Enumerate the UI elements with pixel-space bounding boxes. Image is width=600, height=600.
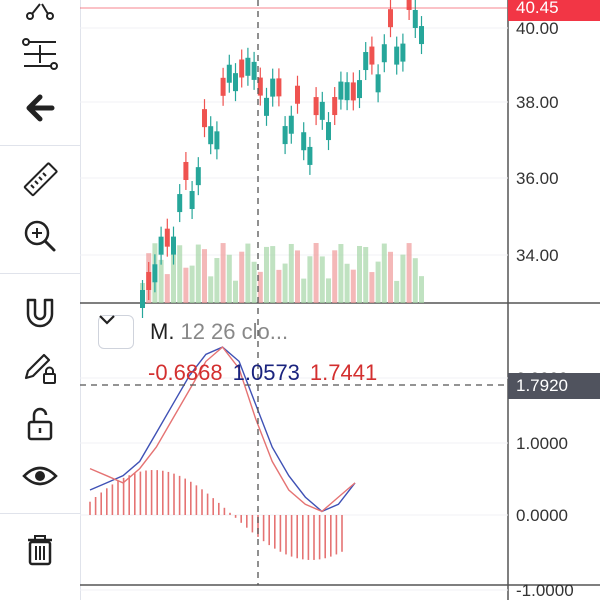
legend-collapse-button[interactable] [98, 315, 134, 349]
zoom-in-icon [24, 220, 56, 252]
indicator-name[interactable]: M. [150, 319, 175, 344]
indicator-axis-label: 1.0000 [516, 434, 568, 453]
signal-line [89, 346, 356, 513]
price-axis-label: 34.00 [516, 246, 559, 265]
unlock-icon [27, 407, 53, 441]
measure-tool[interactable] [0, 150, 80, 210]
eye-icon [22, 466, 58, 486]
indicator-params[interactable]: 12 26 clo... [180, 319, 289, 344]
magnet-tool[interactable] [0, 282, 80, 342]
signal-value: 1.0573 [232, 360, 300, 385]
remove-drawings-tool[interactable] [0, 520, 80, 580]
indicator-axis-label: 0.0000 [516, 506, 568, 525]
lock-drawings-tool[interactable] [0, 338, 80, 398]
candlesticks [140, 0, 424, 318]
macd-histogram [89, 470, 343, 560]
trend-line-tool[interactable] [0, 0, 80, 38]
visibility-tool[interactable] [0, 446, 80, 506]
ruler-icon [23, 162, 58, 197]
histogram-value: 1.7441 [309, 360, 378, 385]
current-price-tag: 40.45 [508, 0, 600, 21]
macd-value: -0.6868 [148, 360, 223, 385]
crosshair-value: 1.7920 [516, 376, 568, 395]
price-axis-label: 40.00 [516, 19, 559, 38]
price-axis-label: 36.00 [516, 169, 559, 188]
indicator-values: -0.6868 1.0573 1.7441 [148, 360, 377, 386]
current-price-value: 40.45 [516, 0, 559, 17]
back-button[interactable] [0, 78, 80, 138]
fib-retracement-tool[interactable] [0, 24, 80, 84]
drawing-toolbar [0, 0, 81, 600]
trash-icon [28, 535, 52, 566]
trend-line-tool-icon [26, 3, 54, 20]
volume-bars [140, 243, 424, 303]
fib-retracement-tool-icon [22, 38, 58, 70]
price-axis-label: 38.00 [516, 93, 559, 112]
magnet-icon [26, 298, 54, 328]
zoom-in-tool[interactable] [0, 206, 80, 266]
crosshair-price-tag: 1.7920 [508, 373, 600, 399]
pencil-lock-icon [24, 353, 56, 384]
indicator-axis-label: -1.0000 [516, 581, 574, 600]
back-arrow-icon [26, 94, 55, 122]
unlock-tool[interactable] [0, 394, 80, 454]
indicator-legend: M. 12 26 clo... [98, 314, 288, 350]
chevron-down-icon [99, 315, 115, 325]
